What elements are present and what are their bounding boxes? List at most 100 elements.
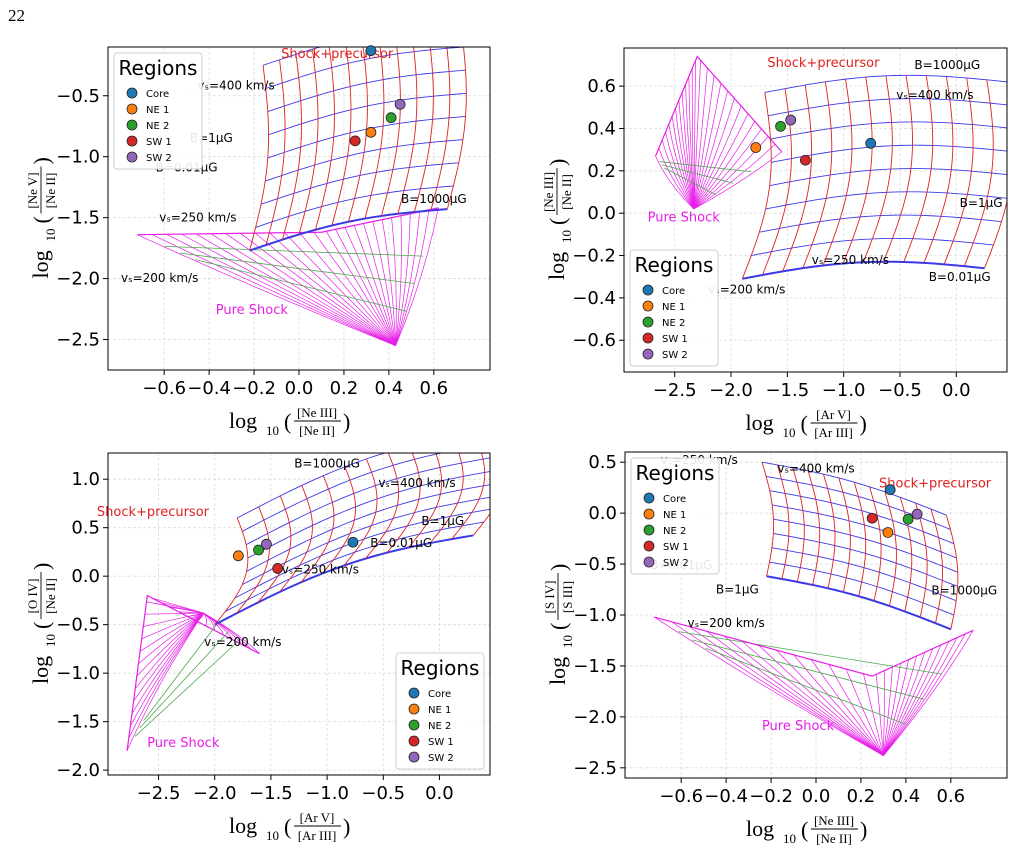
svg-text:(: ( [801,817,808,842]
point-sw-2 [261,538,272,550]
velocity-line [380,47,401,217]
pure-shock-outline [654,55,783,157]
pure-shock-line [133,612,204,702]
annotation-v-200-km-s: vₛ=200 km/s [687,616,764,630]
legend-marker-sw-1 [643,540,655,552]
annotations: B=1000μG vₛ=400 km/s Shock+precursor B=1μG B… [97,457,464,751]
legend-marker-core [408,687,420,699]
pure-shock-line [883,655,918,756]
legend-marker-sw-1 [642,332,654,344]
x-axis: −0.6 −0.4 −0.2 0.0 0.2 0.4 0.6 [142,370,448,399]
svg-text:[Ar III]: [Ar III] [814,425,853,440]
y-tick-label: −0.6 [572,330,616,351]
velocity-line [984,81,1007,269]
legend-marker-sw-2 [643,556,655,568]
point-sw-2 [785,114,797,126]
legend-marker-sw-2 [408,751,420,763]
pure-shock-line [391,217,397,346]
velocity-line [930,508,943,624]
pure-shock-green-line [139,631,230,729]
y-tick-label: −1.0 [573,605,617,626]
y-tick-label: −0.2 [572,246,616,267]
annotation-shock-precursor: Shock+precursor [879,477,992,492]
pure-shock-line [178,611,204,614]
svg-text:[Ne III]: [Ne III] [814,813,854,828]
pure-shock-line [883,666,893,756]
annotation-pure-shock: Pure Shock [648,211,721,226]
legend-title: Regions [401,656,480,680]
x-tick-label: −0.4 [187,378,231,399]
legend-label-core: Core [663,494,686,505]
shock-precursor-grid [214,453,490,626]
svg-text:): ) [29,157,54,164]
legend-marker-ne-2 [126,119,138,131]
velocity-line [963,79,994,267]
legend-marker-ne-1 [408,703,420,715]
legend-label-sw-1: SW 1 [662,334,688,345]
pure-shock-line [269,232,396,346]
pure-shock-line [138,612,204,665]
point-sw-1 [866,512,878,524]
svg-text:log: log [28,656,53,684]
y-axis-label: log 10 ([S IV] [S III]) [542,564,575,685]
region-points [349,45,406,147]
legend: Regions Core NE 1 NE 2 SW 1 SW 2 [113,52,203,170]
shock-precursor-grid [249,47,467,252]
velocity-line [429,453,464,544]
svg-text:10: 10 [43,229,58,242]
velocity-line [365,453,400,559]
pure-shock-line [693,60,701,209]
velocity-line [235,506,270,614]
velocity-line [761,462,775,577]
pure-shock-green-line [195,259,407,312]
y-axis: −2.0 −1.5 −1.0 −0.5 0.0 0.5 1.0 [56,469,108,781]
velocity-line [265,59,286,246]
legend-label-sw-1: SW 1 [663,542,689,553]
y-tick-label: 0.5 [71,518,100,539]
velocity-line [257,495,292,603]
annotation-pure-shock: Pure Shock [762,719,835,734]
annotation-v-200-km-s: vₛ=200 km/s [204,635,281,649]
svg-text:[Ne II]: [Ne II] [43,173,58,209]
pure-shock-line [793,654,884,756]
pure-shock-outline [654,616,974,677]
velocity-line [408,453,443,548]
pure-shock-line [363,223,396,346]
x-axis: −2.5 −2.0 −1.5 −1.0 −0.5 0.0 [653,372,971,401]
velocity-line [862,75,893,263]
velocity-line [413,47,434,213]
velocity-line [278,485,313,593]
pure-shock-grid [654,616,974,756]
svg-text:[Ar V]: [Ar V] [300,810,335,825]
pure-shock-line [299,232,396,346]
pure-shock-line [693,151,782,210]
point-sw-1 [349,135,361,147]
y-tick-label: −1.5 [56,208,100,229]
pure-shock-line [151,234,396,346]
pure-shock-line [335,229,396,346]
svg-text:log: log [746,816,774,841]
pure-shock-line [688,76,695,209]
legend-label-ne-1: NE 1 [146,105,169,116]
velocity-line [315,47,335,230]
legend-marker-ne-1 [642,300,654,312]
pure-shock-line [654,616,884,756]
legend-marker-sw-2 [126,151,138,163]
velocity-line [807,470,821,586]
pure-shock-line [325,231,396,346]
x-tick-label: −1.5 [765,380,809,401]
velocity-line [214,517,249,625]
legend-marker-ne-1 [126,103,138,115]
y-tick-label: 0.6 [587,76,616,97]
x-tick-label: −2.5 [137,783,181,804]
legend: Regions Core NE 1 NE 2 SW 1 SW 2 [395,652,485,770]
pure-shock-line [131,612,204,714]
velocity-line [343,458,378,566]
legend-marker-sw-1 [408,735,420,747]
point-core [884,484,896,496]
y-tick-label: −2.0 [573,707,617,728]
pure-shock-line [655,155,695,210]
y-tick-label: −2.0 [56,269,100,290]
pure-shock-line [187,612,204,617]
pure-shock-line [658,147,695,210]
